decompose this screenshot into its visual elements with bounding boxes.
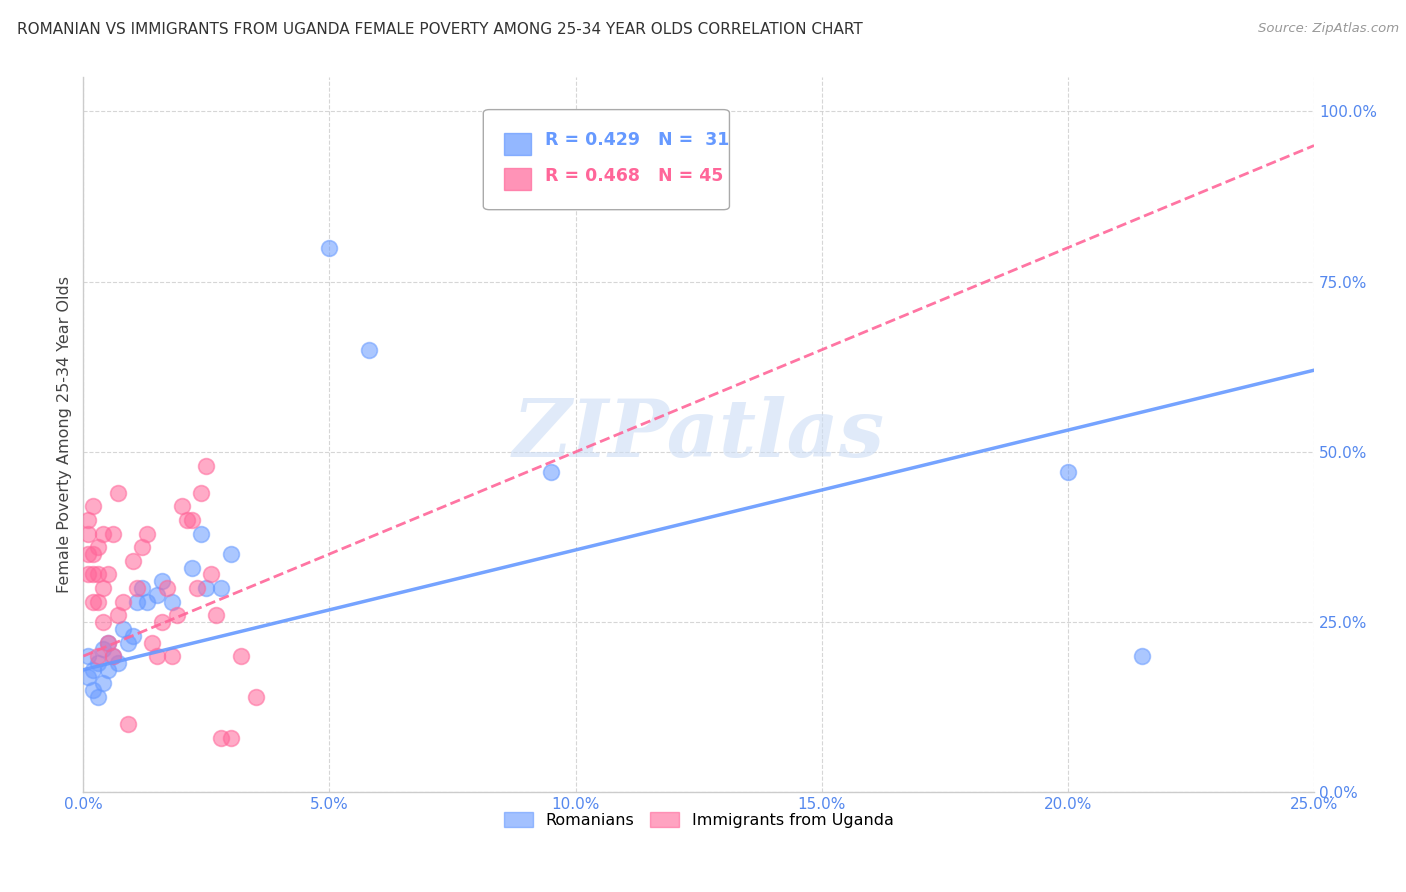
- Point: [97, 635, 120, 649]
- Point: [87, 656, 110, 670]
- Point: [219, 731, 242, 745]
- Point: [77, 526, 100, 541]
- Point: [82, 595, 104, 609]
- Point: [205, 608, 228, 623]
- Point: [195, 458, 218, 473]
- Point: [97, 635, 120, 649]
- Point: [136, 595, 159, 609]
- Point: [91, 676, 114, 690]
- Point: [200, 567, 222, 582]
- Point: [190, 526, 212, 541]
- Text: Source: ZipAtlas.com: Source: ZipAtlas.com: [1258, 22, 1399, 36]
- Point: [117, 635, 139, 649]
- Text: ZIPatlas: ZIPatlas: [513, 396, 884, 474]
- Point: [97, 663, 120, 677]
- Point: [87, 690, 110, 704]
- Point: [91, 642, 114, 657]
- Point: [1130, 649, 1153, 664]
- Point: [131, 581, 153, 595]
- Point: [111, 595, 134, 609]
- Point: [82, 547, 104, 561]
- Point: [107, 608, 129, 623]
- Point: [219, 547, 242, 561]
- Point: [121, 629, 143, 643]
- FancyBboxPatch shape: [484, 110, 730, 210]
- Point: [170, 500, 193, 514]
- Point: [229, 649, 252, 664]
- Point: [107, 656, 129, 670]
- Point: [101, 649, 124, 664]
- Point: [101, 526, 124, 541]
- Point: [77, 547, 100, 561]
- Point: [97, 567, 120, 582]
- Point: [357, 343, 380, 357]
- Point: [160, 649, 183, 664]
- FancyBboxPatch shape: [505, 169, 531, 190]
- Point: [91, 615, 114, 629]
- Point: [186, 581, 208, 595]
- Point: [318, 241, 340, 255]
- Point: [82, 683, 104, 698]
- Point: [77, 567, 100, 582]
- Point: [82, 567, 104, 582]
- Point: [245, 690, 267, 704]
- Point: [180, 560, 202, 574]
- Point: [209, 581, 232, 595]
- Point: [77, 649, 100, 664]
- Point: [91, 526, 114, 541]
- Point: [131, 540, 153, 554]
- Point: [1057, 466, 1080, 480]
- Text: R = 0.468   N = 45: R = 0.468 N = 45: [546, 167, 723, 186]
- Point: [176, 513, 198, 527]
- Legend: Romanians, Immigrants from Uganda: Romanians, Immigrants from Uganda: [498, 805, 900, 834]
- Point: [156, 581, 179, 595]
- Point: [150, 574, 173, 589]
- Y-axis label: Female Poverty Among 25-34 Year Olds: Female Poverty Among 25-34 Year Olds: [58, 277, 72, 593]
- Text: R = 0.429   N =  31: R = 0.429 N = 31: [546, 131, 730, 149]
- Point: [127, 595, 149, 609]
- FancyBboxPatch shape: [505, 133, 531, 154]
- Point: [141, 635, 163, 649]
- Point: [77, 513, 100, 527]
- Point: [117, 717, 139, 731]
- Point: [87, 649, 110, 664]
- Point: [146, 588, 169, 602]
- Point: [195, 581, 218, 595]
- Point: [190, 485, 212, 500]
- Point: [107, 485, 129, 500]
- Point: [87, 540, 110, 554]
- Point: [166, 608, 188, 623]
- Point: [82, 663, 104, 677]
- Point: [127, 581, 149, 595]
- Point: [87, 595, 110, 609]
- Point: [136, 526, 159, 541]
- Point: [160, 595, 183, 609]
- Point: [180, 513, 202, 527]
- Point: [121, 554, 143, 568]
- Point: [87, 567, 110, 582]
- Text: ROMANIAN VS IMMIGRANTS FROM UGANDA FEMALE POVERTY AMONG 25-34 YEAR OLDS CORRELAT: ROMANIAN VS IMMIGRANTS FROM UGANDA FEMAL…: [17, 22, 863, 37]
- Point: [209, 731, 232, 745]
- Point: [101, 649, 124, 664]
- Point: [540, 466, 562, 480]
- Point: [150, 615, 173, 629]
- Point: [91, 581, 114, 595]
- Point: [77, 669, 100, 683]
- Point: [146, 649, 169, 664]
- Point: [82, 500, 104, 514]
- Point: [111, 622, 134, 636]
